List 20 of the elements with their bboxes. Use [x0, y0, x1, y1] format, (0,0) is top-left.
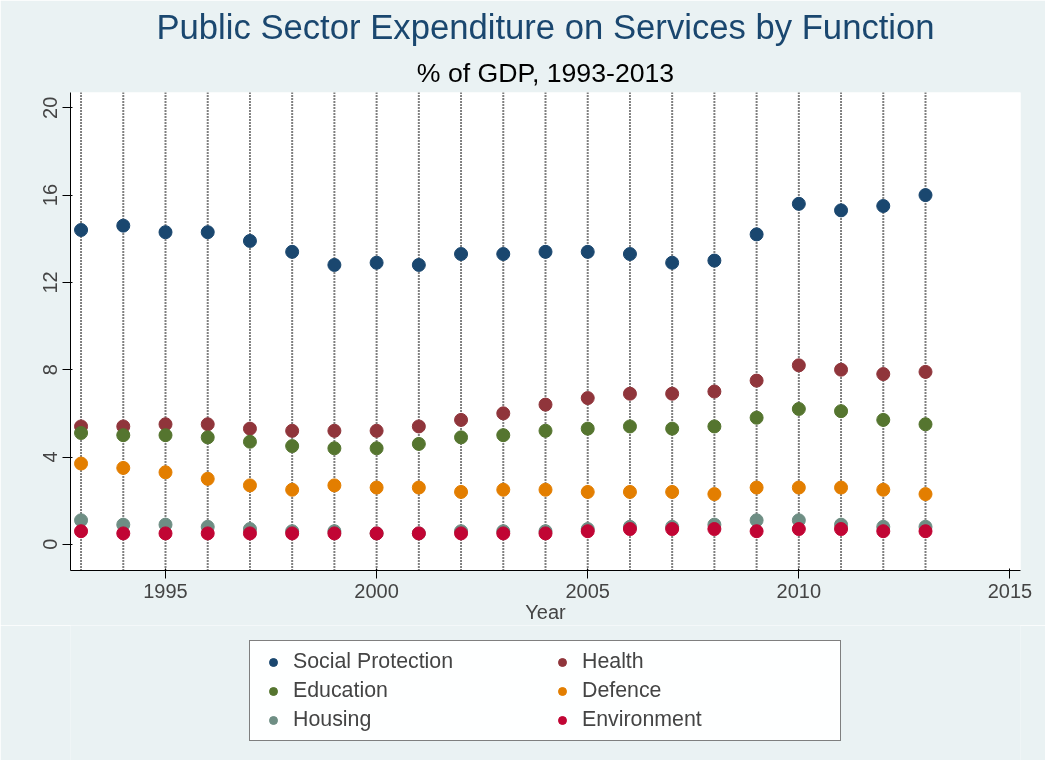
legend-label: Environment — [582, 707, 703, 732]
x-tick-label: 2010 — [776, 579, 822, 602]
chart-title: Public Sector Expenditure on Services by Function — [156, 7, 935, 46]
x-tick-label: 2005 — [565, 579, 610, 602]
y-tick-label: 20 — [39, 96, 62, 119]
chart-subtitle: % of GDP, 1993-2013 — [416, 57, 675, 88]
x-axis-title: Year — [525, 600, 567, 623]
x-tick-label: 2015 — [987, 579, 1033, 602]
y-tick-label: 8 — [39, 364, 62, 376]
y-tick-label: 4 — [39, 451, 62, 463]
legend-label: Defence — [582, 678, 663, 703]
y-tick-label: 12 — [39, 271, 62, 294]
x-tick-label: 2000 — [354, 579, 399, 602]
legend-label: Housing — [293, 707, 373, 732]
x-tick-label: 1995 — [143, 579, 188, 602]
legend-label: Education — [293, 678, 389, 703]
y-tick-label: 16 — [39, 183, 62, 207]
legend-label: Health — [582, 649, 645, 674]
y-tick-label: 0 — [39, 538, 62, 550]
legend-label: Social Protection — [293, 649, 455, 674]
